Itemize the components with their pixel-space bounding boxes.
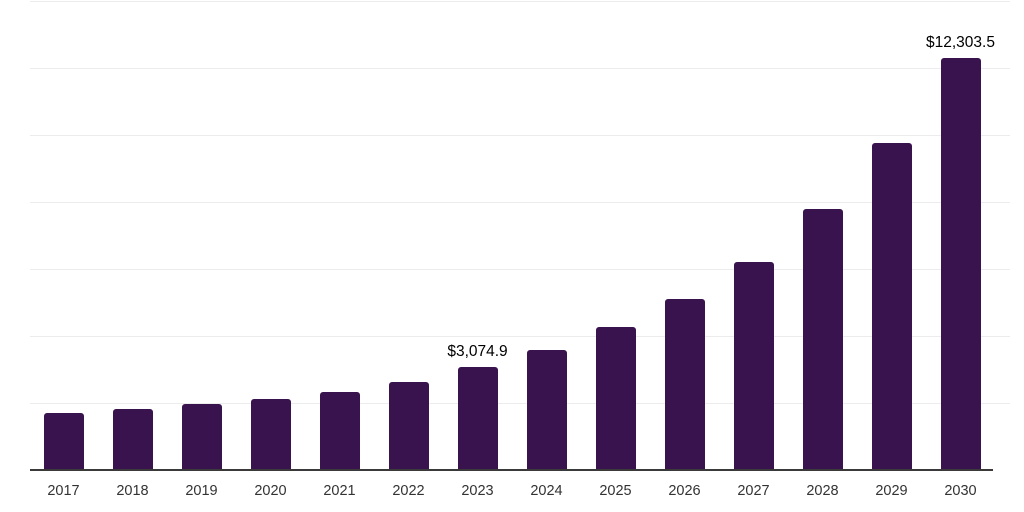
x-axis-tick-2024: 2024 bbox=[530, 483, 563, 499]
x-axis-tick-2020: 2020 bbox=[254, 483, 287, 499]
gridline bbox=[30, 403, 1010, 404]
gridline bbox=[30, 68, 1010, 69]
gridline bbox=[30, 135, 1010, 136]
bar-2023 bbox=[457, 367, 498, 470]
x-axis-tick-2019: 2019 bbox=[185, 483, 218, 499]
x-axis-tick-2023: 2023 bbox=[461, 483, 494, 499]
gridline bbox=[30, 269, 1010, 270]
x-axis-tick-2017: 2017 bbox=[47, 483, 80, 499]
bar-2017 bbox=[43, 413, 84, 470]
x-axis-tick-2025: 2025 bbox=[599, 483, 632, 499]
gridline bbox=[30, 1, 1010, 2]
x-axis-tick-2027: 2027 bbox=[737, 483, 770, 499]
x-axis-tick-2029: 2029 bbox=[875, 483, 908, 499]
bar-2020 bbox=[250, 399, 291, 470]
bar-2028 bbox=[802, 209, 843, 470]
bar-2022 bbox=[388, 382, 429, 470]
bar-2029 bbox=[871, 143, 912, 470]
bar-2030 bbox=[940, 58, 981, 470]
bar-2019 bbox=[181, 404, 222, 470]
data-label-2023: $3,074.9 bbox=[447, 343, 508, 360]
bar-2025 bbox=[595, 327, 636, 470]
x-axis-tick-2028: 2028 bbox=[806, 483, 839, 499]
gridline bbox=[30, 202, 1010, 203]
bar-2027 bbox=[733, 262, 774, 470]
data-label-2030: $12,303.5 bbox=[926, 34, 995, 51]
bar-2026 bbox=[664, 299, 705, 470]
x-axis-tick-2030: 2030 bbox=[944, 483, 977, 499]
gridline bbox=[30, 336, 1010, 337]
x-axis-line bbox=[30, 469, 993, 471]
x-axis-tick-2021: 2021 bbox=[323, 483, 356, 499]
x-axis-tick-2026: 2026 bbox=[668, 483, 701, 499]
x-axis-tick-2022: 2022 bbox=[392, 483, 425, 499]
bar-2024 bbox=[526, 350, 567, 470]
bar-2018 bbox=[112, 409, 153, 470]
bar-2021 bbox=[319, 392, 360, 470]
x-axis-tick-2018: 2018 bbox=[116, 483, 149, 499]
